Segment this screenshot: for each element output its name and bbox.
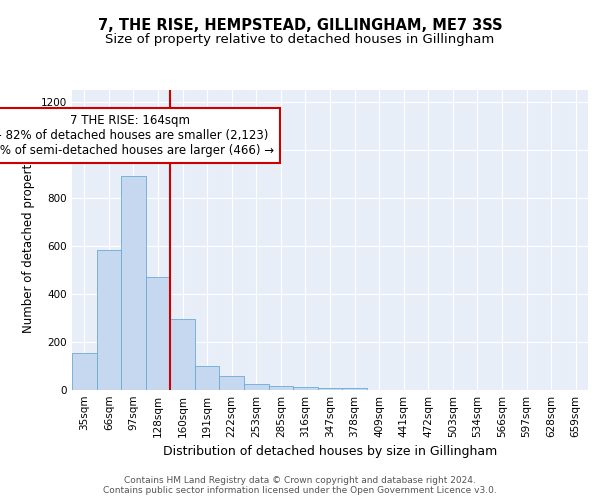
Bar bbox=[195, 366, 220, 390]
Bar bbox=[146, 277, 170, 390]
Text: Size of property relative to detached houses in Gillingham: Size of property relative to detached ho… bbox=[106, 32, 494, 46]
Bar bbox=[72, 353, 97, 390]
Bar bbox=[293, 387, 318, 390]
Bar bbox=[342, 388, 367, 390]
Bar bbox=[318, 388, 342, 390]
Bar bbox=[97, 250, 121, 390]
Text: Contains HM Land Registry data © Crown copyright and database right 2024.: Contains HM Land Registry data © Crown c… bbox=[124, 476, 476, 485]
Bar bbox=[220, 376, 244, 390]
Text: 7 THE RISE: 164sqm
← 82% of detached houses are smaller (2,123)
18% of semi-deta: 7 THE RISE: 164sqm ← 82% of detached hou… bbox=[0, 114, 274, 157]
Text: 7, THE RISE, HEMPSTEAD, GILLINGHAM, ME7 3SS: 7, THE RISE, HEMPSTEAD, GILLINGHAM, ME7 … bbox=[98, 18, 502, 32]
Text: Contains public sector information licensed under the Open Government Licence v3: Contains public sector information licen… bbox=[103, 486, 497, 495]
X-axis label: Distribution of detached houses by size in Gillingham: Distribution of detached houses by size … bbox=[163, 446, 497, 458]
Bar bbox=[244, 384, 269, 390]
Bar bbox=[170, 319, 195, 390]
Bar bbox=[121, 176, 146, 390]
Y-axis label: Number of detached properties: Number of detached properties bbox=[22, 147, 35, 333]
Bar bbox=[269, 386, 293, 390]
